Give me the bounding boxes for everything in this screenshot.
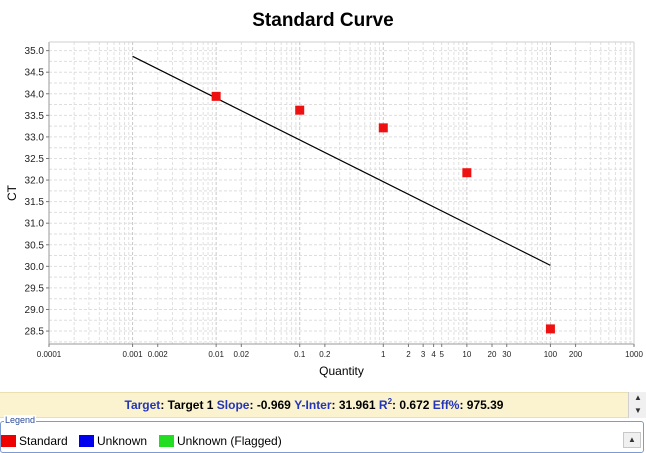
data-point [295,105,305,115]
target-value: Target 1 [167,398,214,412]
r2-value: 0.672 [399,398,430,412]
x-tick-label: 30 [502,350,511,359]
y-tick-label: 34.0 [25,89,45,100]
x-tick-label: 5 [439,350,444,359]
x-tick-label: 200 [569,350,583,359]
x-tick-label: 0.002 [148,350,169,359]
legend-swatch [1,435,16,447]
x-tick-label: 20 [488,350,497,359]
x-tick-label: 100 [544,350,558,359]
y-tick-label: 33.0 [25,132,45,143]
legend-item: Unknown [79,434,147,448]
x-tick-label: 0.02 [234,350,250,359]
data-point [462,168,472,178]
x-tick-label: 0.1 [294,350,306,359]
legend-label: Standard [19,434,68,448]
legend-scroll-up-icon[interactable]: ▲ [623,432,641,448]
y-tick-label: 31.0 [25,219,45,230]
y-tick-label: 31.5 [25,197,45,208]
legend-item: Standard [1,434,68,448]
legend-panel: Legend Standard Unknown Unknown (Flagged) … [0,415,644,453]
legend-title: Legend [4,415,37,425]
data-point [378,123,388,133]
data-point [211,91,221,101]
yinter-key: Y-Inter [294,398,332,412]
target-key: Target [124,398,161,412]
standard-curve-chart: Standard Curve 0.0001 0.001 0.002 0.01 0.02 0… [5,10,643,378]
y-tick-label: 30.0 [25,262,45,273]
x-tick-label: 2 [406,350,411,359]
x-tick-label: 0.001 [123,350,144,359]
yinter-value: 31.961 [338,398,376,412]
legend-swatch [79,435,94,447]
eff-key: Eff% [432,398,460,412]
x-tick-label: 0.2 [319,350,331,359]
plot-background [49,42,634,344]
slope-value: -0.969 [256,398,291,412]
x-axis-label: Quantity [319,364,364,378]
x-tick-label: 1 [381,350,386,359]
data-point [545,324,555,334]
y-tick-label: 32.5 [25,154,45,165]
legend-item: Unknown (Flagged) [159,434,282,448]
stats-scrollbar[interactable]: ▲ ▼ [628,392,646,418]
legend-label: Unknown [97,434,148,448]
slope-key: Slope [216,398,250,412]
x-tick-label: 10 [462,350,471,359]
legend-label: Unknown (Flagged) [177,434,282,448]
y-tick-label: 29.5 [25,283,45,294]
chart-title: Standard Curve [252,10,394,31]
chart-plot: 0.0001 0.001 0.002 0.01 0.02 0.1 0.2 1 2 3 4 5 10 20 3… [5,41,643,378]
y-tick-label: 28.5 [25,327,45,338]
x-tick-label: 0.01 [208,350,224,359]
x-tick-label: 0.0001 [37,350,62,359]
eff-value: 975.39 [466,398,504,412]
fit-statistics-bar: Target: Target 1 Slope: -0.969 Y-Inter: … [0,392,628,418]
scroll-up-icon[interactable]: ▲ [634,393,642,402]
y-tick-label: 29.0 [25,305,45,316]
y-tick-label: 35.0 [25,46,45,57]
y-tick-label: 30.5 [25,240,45,251]
y-tick-label: 32.0 [25,176,45,187]
legend-swatch [159,435,174,447]
y-tick-label: 33.5 [25,111,45,122]
x-tick-label: 3 [421,350,426,359]
x-tick-label: 4 [431,350,436,359]
r2-key: R2 [378,397,393,413]
fit-line [132,55,551,266]
y-tick-label: 34.5 [25,68,45,79]
x-tick-label: 1000 [625,350,643,359]
y-axis-label: CT [5,184,19,201]
scroll-down-icon[interactable]: ▼ [634,406,642,415]
